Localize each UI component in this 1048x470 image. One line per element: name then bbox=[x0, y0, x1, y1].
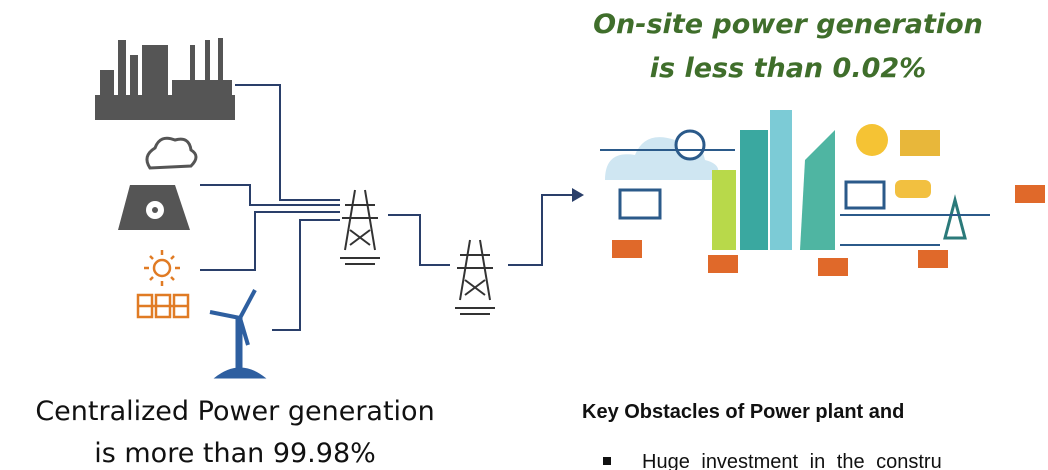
centralized-title: is more than 99.98% bbox=[94, 438, 376, 469]
factory-icon bbox=[95, 38, 235, 120]
nuclear-plant-icon bbox=[118, 138, 196, 230]
onsite-title: On-site power generation bbox=[593, 9, 983, 40]
solar-icon bbox=[138, 250, 188, 317]
wind-turbine-icon bbox=[210, 290, 265, 378]
canvas: On-site power generation is less than 0.… bbox=[0, 0, 1048, 470]
bullet-marker bbox=[603, 457, 611, 465]
wires bbox=[200, 85, 584, 330]
obstacles-heading: Key Obstacles of Power plant and bbox=[582, 401, 904, 423]
smart-city-illustration bbox=[600, 110, 1045, 276]
diagram: On-site power generation is less than 0.… bbox=[0, 0, 1048, 470]
obstacle-item: Huge investment in the constru bbox=[642, 451, 942, 470]
centralized-title: Centralized Power generation bbox=[35, 396, 434, 427]
onsite-title: is less than 0.02% bbox=[650, 53, 926, 84]
transmission-tower bbox=[340, 190, 495, 314]
